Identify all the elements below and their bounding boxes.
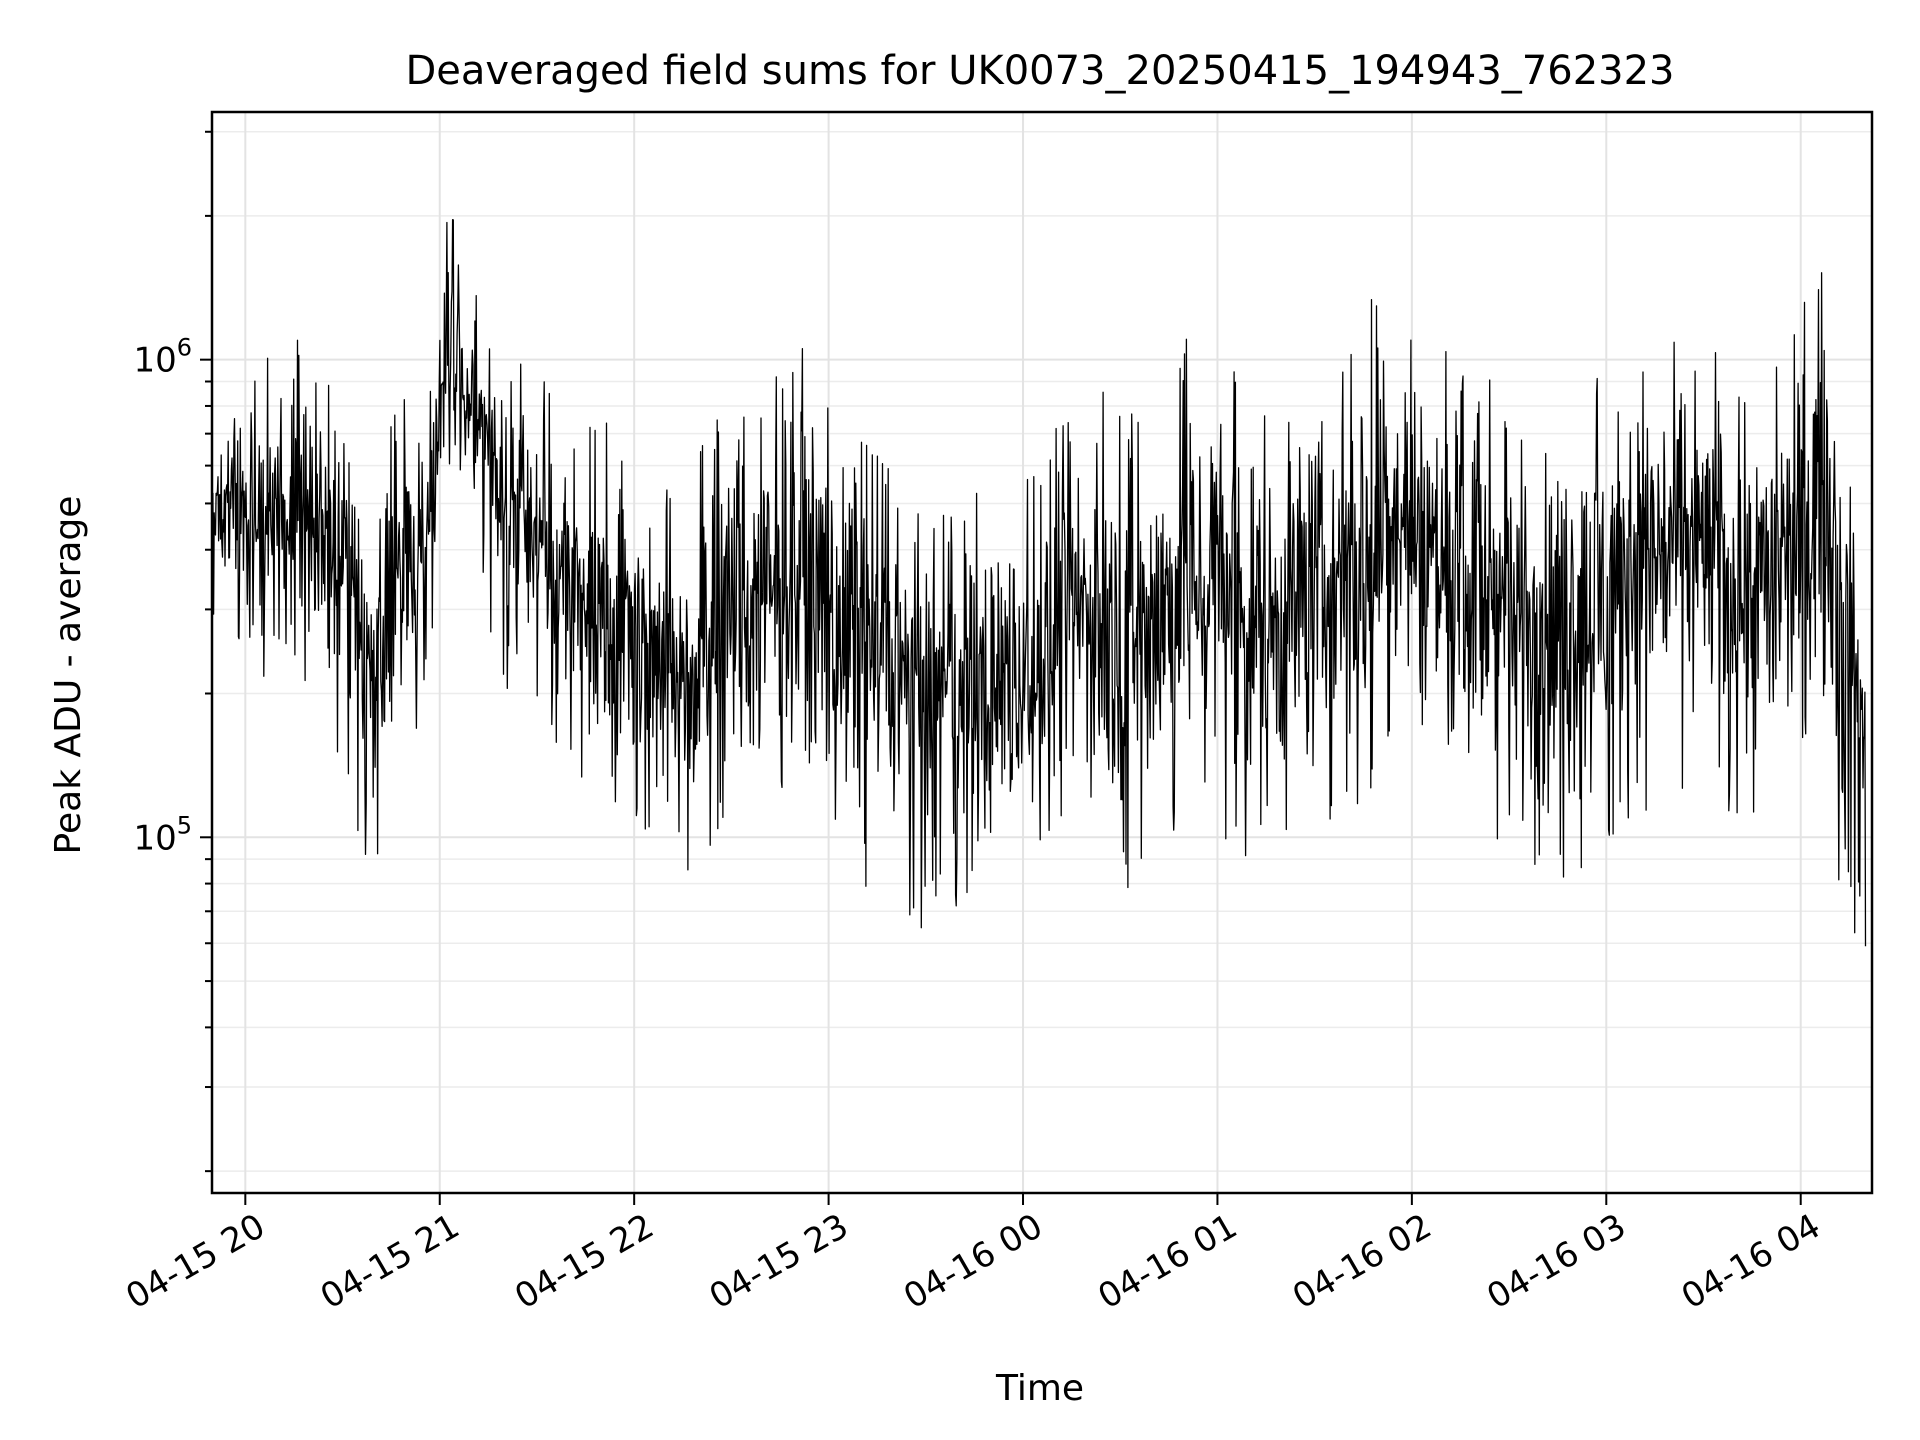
- y-tick-label: 106: [133, 334, 192, 381]
- grid: [212, 112, 1872, 1193]
- series-layer: [212, 219, 1867, 947]
- y-axis-label: Peak ADU - average: [48, 496, 89, 855]
- series-line: [212, 219, 1867, 947]
- y-tick-label: 105: [133, 811, 192, 858]
- chart-title: Deaveraged field sums for UK0073_2025041…: [405, 48, 1674, 94]
- x-axis-label: Time: [995, 1368, 1084, 1409]
- plot-area: [210, 110, 1874, 1195]
